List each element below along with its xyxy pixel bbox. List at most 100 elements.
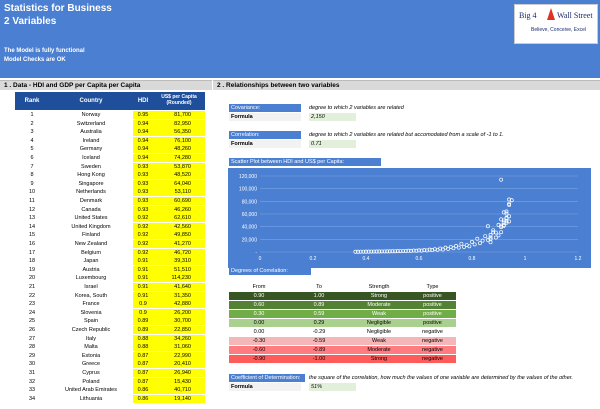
scatter-point[interactable] — [430, 248, 435, 253]
scatter-point[interactable] — [366, 249, 371, 254]
cell-hdi[interactable]: 0.89 — [133, 317, 153, 326]
cell-country[interactable]: Estonia — [81, 352, 101, 359]
cell-hdi[interactable]: 0.92 — [133, 231, 153, 240]
cell-gdp[interactable]: 56,350 — [153, 128, 205, 137]
cell-country[interactable]: United Arab Emirates — [65, 387, 117, 394]
cell-rank[interactable]: 27 — [28, 335, 36, 342]
cell-rank[interactable]: 22 — [28, 292, 36, 299]
cell-hdi[interactable]: 0.91 — [133, 257, 153, 266]
table-row[interactable]: 21 Israel 0.91 41,640 — [15, 283, 205, 291]
scatter-point[interactable] — [448, 244, 453, 249]
table-row[interactable]: 11 Denmark 0.93 60,690 — [15, 197, 205, 205]
scatter-point[interactable] — [493, 235, 498, 240]
cell-rank[interactable]: 13 — [28, 215, 36, 222]
cell-country[interactable]: Lithuania — [79, 395, 103, 402]
scatter-point[interactable] — [414, 248, 419, 253]
cell-rank[interactable]: 19 — [28, 266, 36, 273]
cell-gdp[interactable]: 40,710 — [153, 386, 205, 395]
scatter-point[interactable] — [424, 248, 429, 253]
cell-hdi[interactable]: 0.93 — [133, 171, 153, 180]
scatter-point[interactable] — [374, 249, 379, 254]
cell-hdi[interactable]: 0.86 — [133, 386, 153, 395]
cell-gdp[interactable]: 46,720 — [153, 248, 205, 257]
scatter-point[interactable] — [499, 223, 504, 228]
scatter-point[interactable] — [364, 249, 368, 254]
covariance-value[interactable]: 2,150 — [309, 113, 356, 121]
cell-rank[interactable]: 8 — [30, 172, 34, 179]
degrees-row[interactable]: -0.30 -0.59 Weak negative — [229, 337, 456, 345]
cell-rank[interactable]: 30 — [28, 361, 36, 368]
cell-country[interactable]: Denmark — [79, 198, 103, 204]
table-row[interactable]: 9 Singapore 0.93 64,040 — [15, 179, 205, 188]
scatter-point[interactable] — [390, 249, 395, 254]
scatter-point[interactable] — [499, 217, 504, 222]
cell-hdi[interactable]: 0.93 — [133, 179, 153, 188]
cell-rank[interactable]: 3 — [30, 129, 34, 136]
cell-gdp[interactable]: 39,310 — [153, 257, 205, 266]
scatter-point[interactable] — [488, 235, 493, 240]
table-row[interactable]: 3 Australia 0.94 56,350 — [15, 128, 205, 137]
cell-hdi[interactable]: 0.93 — [133, 162, 153, 171]
cell-hdi[interactable]: 0.92 — [133, 248, 153, 257]
cell-hdi[interactable]: 0.87 — [133, 377, 153, 386]
scatter-point[interactable] — [504, 220, 509, 225]
degrees-row[interactable]: 0.90 1.00 Strong positive — [229, 292, 456, 300]
cell-hdi[interactable]: 0.91 — [133, 274, 153, 283]
cell-hdi[interactable]: 0.91 — [133, 265, 153, 274]
cell-country[interactable]: Iceland — [82, 155, 100, 161]
cell-country[interactable]: Switzerland — [76, 120, 106, 127]
cell-gdp[interactable]: 53,110 — [153, 188, 205, 197]
cell-hdi[interactable]: 0.94 — [133, 128, 153, 137]
cell-hdi[interactable]: 0.91 — [133, 283, 153, 291]
scatter-point[interactable] — [393, 249, 398, 254]
cell-gdp[interactable]: 51,510 — [153, 265, 205, 274]
table-row[interactable]: 12 Canada 0.93 46,260 — [15, 205, 205, 214]
scatter-point[interactable] — [493, 230, 498, 235]
cell-country[interactable]: Italy — [85, 335, 97, 342]
scatter-point[interactable] — [483, 234, 488, 239]
cell-rank[interactable]: 32 — [28, 378, 36, 385]
scatter-point[interactable] — [422, 248, 427, 253]
table-row[interactable]: 19 Austria 0.91 51,510 — [15, 265, 205, 274]
scatter-point[interactable] — [472, 242, 477, 247]
table-row[interactable]: 7 Sweden 0.93 53,870 — [15, 162, 205, 171]
cell-country[interactable]: Luxembourg — [75, 275, 107, 282]
cell-hdi[interactable]: 0.87 — [133, 360, 153, 369]
table-row[interactable]: 26 Czech Republic 0.89 22,850 — [15, 326, 205, 334]
table-row[interactable]: 32 Poland 0.87 15,430 — [15, 377, 205, 386]
cell-gdp[interactable]: 114,230 — [153, 274, 205, 283]
cell-hdi[interactable]: 0.95 — [133, 111, 153, 119]
cell-gdp[interactable]: 15,430 — [153, 377, 205, 386]
degrees-row[interactable]: 0.00 -0.29 Negligible negative — [229, 328, 456, 336]
cell-rank[interactable]: 6 — [30, 155, 34, 161]
cell-country[interactable]: Poland — [82, 378, 100, 385]
degrees-row[interactable]: 0.60 0.89 Moderate positive — [229, 301, 456, 309]
scatter-point[interactable] — [507, 203, 512, 207]
scatter-point[interactable] — [488, 232, 493, 237]
scatter-point[interactable] — [499, 225, 504, 230]
col-header-rank[interactable]: Rank — [15, 92, 49, 110]
cell-country[interactable]: Singapore — [78, 180, 104, 187]
cell-hdi[interactable]: 0.94 — [133, 145, 153, 154]
cell-gdp[interactable]: 42,560 — [153, 222, 205, 231]
cell-gdp[interactable]: 31,060 — [153, 343, 205, 352]
cell-country[interactable]: Netherlands — [76, 189, 106, 196]
table-row[interactable]: 34 Lithuania 0.86 19,140 — [15, 394, 205, 403]
table-row[interactable]: 28 Malta 0.88 31,060 — [15, 343, 205, 352]
table-row[interactable]: 20 Luxembourg 0.91 114,230 — [15, 274, 205, 283]
cell-gdp[interactable]: 48,260 — [153, 145, 205, 154]
cell-rank[interactable]: 23 — [28, 301, 36, 308]
cell-hdi[interactable]: 0.89 — [133, 326, 153, 334]
cell-hdi[interactable]: 0.9 — [133, 308, 153, 317]
scatter-point[interactable] — [496, 233, 501, 238]
cell-country[interactable]: Hong Kong — [77, 172, 105, 179]
scatter-point[interactable] — [353, 249, 358, 254]
scatter-point[interactable] — [382, 249, 387, 254]
cell-gdp[interactable]: 22,990 — [153, 351, 205, 360]
cell-gdp[interactable]: 31,350 — [153, 291, 205, 300]
cell-country[interactable]: United Kingdom — [71, 223, 111, 230]
cell-country[interactable]: Greece — [81, 361, 101, 368]
cell-country[interactable]: France — [82, 301, 100, 308]
cell-rank[interactable]: 31 — [28, 370, 36, 376]
scatter-point[interactable] — [409, 248, 413, 253]
